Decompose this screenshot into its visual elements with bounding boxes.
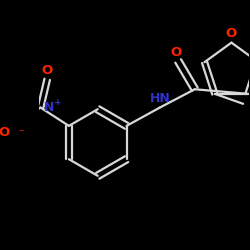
Text: HN: HN [150, 92, 170, 105]
Text: O: O [226, 27, 237, 40]
Text: O: O [42, 64, 53, 77]
Text: O: O [170, 46, 181, 59]
Text: +: + [54, 98, 61, 107]
Text: N: N [44, 101, 54, 114]
Text: O: O [0, 126, 10, 139]
Text: ⁻: ⁻ [18, 128, 24, 138]
